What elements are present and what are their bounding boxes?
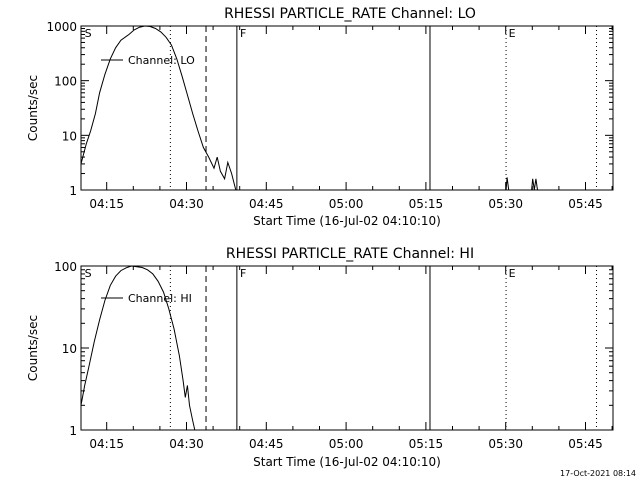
lo-x-tick-label: 04:15 (89, 197, 124, 211)
lo-plot-frame (80, 25, 614, 191)
lo-x-tick-label: 05:30 (488, 197, 523, 211)
hi-x-tick-label: 04:30 (169, 437, 204, 451)
lo-event-lines (169, 26, 598, 190)
hi-title: RHESSI PARTICLE_RATE Channel: HI (226, 246, 474, 262)
hi-y-axis-label: Counts/sec (26, 315, 40, 381)
lo-y-tick-label: 1 (69, 184, 77, 198)
hi-x-ticks: 04:15 04:30 04:45 05:00 05:15 05:30 05:45 (89, 266, 613, 451)
hi-annotation-s: S (85, 267, 92, 280)
lo-x-axis-label: Start Time (16-Jul-02 04:10:10) (253, 214, 441, 228)
hi-x-tick-label: 05:00 (329, 437, 364, 451)
hi-x-tick-label: 04:15 (89, 437, 124, 451)
lo-annotation-f: F (240, 27, 246, 40)
panel-hi: RHESSI PARTICLE_RATE Channel: HI 04:15 04… (26, 246, 614, 469)
hi-x-tick-label: 04:45 (249, 437, 284, 451)
hi-y-tick-label: 100 (54, 260, 77, 274)
hi-y-ticks: 1 10 100 (54, 260, 613, 438)
hi-annotation-e: E (509, 267, 516, 280)
hi-x-tick-label: 05:30 (488, 437, 523, 451)
lo-x-tick-label: 05:45 (568, 197, 603, 211)
hi-series (80, 265, 196, 431)
panel-lo: RHESSI PARTICLE_RATE Channel: LO 04:15 04… (26, 6, 614, 228)
lo-series (80, 25, 538, 191)
lo-title: RHESSI PARTICLE_RATE Channel: LO (224, 6, 476, 22)
hi-x-axis-label: Start Time (16-Jul-02 04:10:10) (253, 455, 441, 469)
lo-annotation-e: E (509, 27, 516, 40)
lo-series-line-segment-0 (80, 25, 237, 191)
hi-legend-label: Channel: HI (128, 292, 192, 305)
hi-y-tick-label: 10 (62, 342, 77, 356)
hi-x-tick-label: 05:45 (568, 437, 603, 451)
lo-series-line-segment-2 (531, 178, 538, 191)
lo-annotation-s: S (85, 27, 92, 40)
hi-y-tick-label: 1 (69, 424, 77, 438)
lo-y-axis-label: Counts/sec (26, 75, 40, 141)
hi-x-tick-label: 05:15 (409, 437, 444, 451)
lo-legend-label: Channel: LO (128, 54, 195, 67)
hi-event-lines (169, 266, 598, 430)
lo-y-tick-label: 1000 (46, 20, 77, 34)
lo-series-line-segment-1 (505, 177, 510, 191)
lo-x-ticks: 04:15 04:30 04:45 05:00 05:15 05:30 05:45 (89, 26, 613, 211)
lo-x-tick-label: 04:30 (169, 197, 204, 211)
hi-series-line-segment-0 (80, 265, 196, 431)
render-timestamp: 17-Oct-2021 08:14 (560, 469, 636, 478)
lo-y-tick-label: 10 (62, 129, 77, 143)
lo-x-tick-label: 05:15 (409, 197, 444, 211)
lo-x-tick-label: 04:45 (249, 197, 284, 211)
lo-x-tick-label: 05:00 (329, 197, 364, 211)
hi-plot-frame (80, 265, 614, 431)
lo-y-ticks: 1 10 100 1000 (46, 20, 613, 198)
lo-y-tick-label: 100 (54, 75, 77, 89)
hi-annotation-f: F (240, 267, 246, 280)
